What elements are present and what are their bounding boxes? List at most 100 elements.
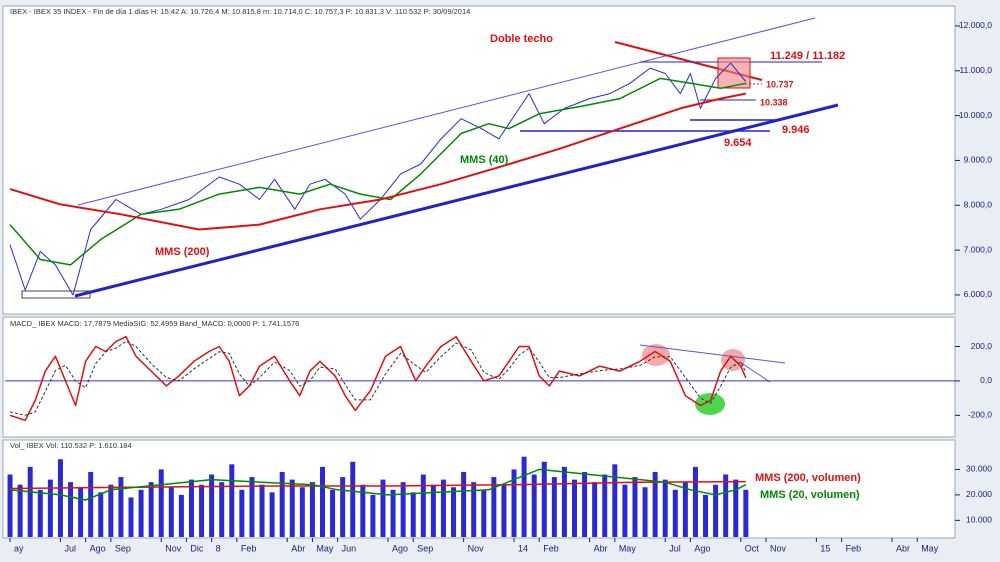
series-line [9,62,747,296]
series-line [9,340,747,416]
macd-panel [2,316,956,438]
highlight-circle [721,349,745,371]
series-label: MMS (200, volumen) [755,472,861,484]
annotation: 10.338 [760,97,788,107]
x-tick-label: Oct [745,543,760,553]
trend-line [639,344,786,364]
volume-bar [461,471,467,537]
volume-bar [118,477,124,537]
volume-bar [632,477,638,537]
x-tick-label: Nov [770,543,787,553]
volume-bar [138,489,144,537]
volume-bar [713,484,719,537]
y-tick-label: 9.000,0 [964,155,993,165]
volume-bar [703,494,709,537]
series-label: MMS (40) [460,154,509,166]
x-tick-label: ay [14,543,24,553]
volume-bar [481,489,487,537]
volume-bar [430,484,436,537]
x-tick-label: May [619,543,637,553]
x-tick-label: May [316,543,334,553]
volume-bar [360,484,366,537]
annotation: 9.946 [782,124,810,136]
panel-header: MACD_ IBEX MACD: 17,7879 MediaSIG: 52,49… [10,319,299,328]
volume-bar [98,492,104,537]
volume-bar [370,494,376,537]
volume-bar [592,482,598,537]
volume-bar [602,474,608,537]
volume-bar [27,466,33,537]
panel-header: IBEX - IBEX 35 INDEX - Fin de día 1 días… [10,7,470,16]
y-tick-label: 7.000,0 [964,244,993,254]
volume-bar [733,479,739,537]
x-tick-label: Feb [846,543,862,553]
volume-bar [57,459,63,537]
volume-bar [551,477,557,537]
x-tick-label: Feb [543,543,559,553]
series-label: MMS (20, volumen) [760,489,860,501]
y-tick-label: -200,0 [968,410,992,420]
annotation: 11.249 / 11.182 [770,50,845,62]
support-line [74,103,839,298]
series-label: MMS (200) [155,246,210,258]
volume-bar [451,487,457,537]
volume-bar [662,479,668,537]
volume-bar [723,474,729,537]
series-line [9,77,746,266]
annotation: 10.737 [766,79,794,89]
volume-bar [168,487,174,537]
volume-bar [249,477,255,537]
panel-header: Vol_ IBEX Vol: 110.532 P: 1.610.184 [10,441,132,450]
volume-bar [188,479,194,537]
volume-bar [511,469,517,537]
volume-bar [350,461,356,537]
x-tick-label: Abr [594,543,608,553]
y-tick-label: 12.000,0 [959,20,992,30]
volume-bar [279,471,285,537]
volume-bar [410,492,416,537]
volume-bar [400,482,406,537]
volume-bar [68,482,74,537]
volume-bar [7,474,13,537]
volume-bar [219,482,225,537]
volume-bar [239,489,245,537]
volume-bar [340,477,346,537]
volume-bar [88,471,94,537]
volume-bar [582,471,588,537]
volume-bar [652,471,658,537]
volume-bar [78,487,84,537]
volume-bar [612,464,618,537]
x-tick-label: Jul [64,543,76,553]
volume-bar [330,489,336,537]
x-tick-label: Abr [291,543,305,553]
x-tick-label: 15 [820,543,830,553]
y-tick-label: 30.000 [966,464,992,474]
x-tick-label: 14 [518,543,528,553]
volume-bar [471,482,477,537]
x-tick-label: Abr [896,543,910,553]
channel-line [77,17,816,206]
volume-bar [682,482,688,537]
volume-bar [259,484,265,537]
x-tick-label: Sep [115,543,131,553]
volume-bar [128,497,134,537]
volume-bar [531,474,537,537]
x-tick-label: 8 [216,543,221,553]
volume-bar [158,469,164,537]
y-tick-label: 11.000,0 [960,65,993,75]
x-tick-label: Ago [694,543,710,553]
volume-bar [672,489,678,537]
x-tick-label: Nov [468,543,485,553]
volume-bar [440,479,446,537]
volume-bar [199,484,205,537]
volume-bar [148,482,154,537]
volume-bar [289,479,295,537]
y-tick-label: 20.000 [966,489,992,499]
series-line [9,92,746,231]
y-tick-label: 8.000,0 [964,200,993,210]
x-tick-label: Ago [392,543,408,553]
volume-bar [299,487,305,537]
y-tick-label: 0,0 [980,375,992,385]
volume-bar [17,484,23,537]
volume-bar [501,484,507,537]
